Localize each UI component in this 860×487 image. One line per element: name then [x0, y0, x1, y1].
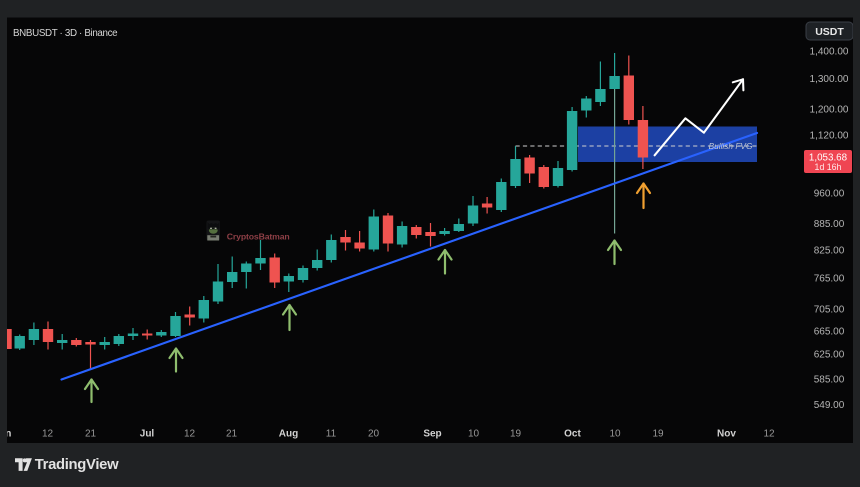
svg-text:625.00: 625.00 — [814, 350, 845, 361]
svg-text:Bullish FVG: Bullish FVG — [709, 141, 753, 151]
svg-text:1,200.00: 1,200.00 — [810, 104, 849, 115]
svg-text:TradingView: TradingView — [35, 457, 119, 473]
svg-text:Jul: Jul — [140, 429, 155, 440]
svg-text:1,053.68: 1,053.68 — [809, 153, 848, 164]
svg-text:10: 10 — [468, 429, 480, 440]
svg-text:549.00: 549.00 — [814, 400, 845, 411]
svg-text:765.00: 765.00 — [814, 274, 845, 285]
svg-text:20: 20 — [368, 429, 380, 440]
svg-text:1,120.00: 1,120.00 — [810, 130, 849, 141]
svg-text:Nov: Nov — [717, 429, 736, 440]
svg-text:705.00: 705.00 — [814, 304, 845, 315]
svg-text:Oct: Oct — [564, 429, 581, 440]
svg-text:BNBUSDT · 3D · Binance: BNBUSDT · 3D · Binance — [13, 28, 118, 39]
svg-text:19: 19 — [510, 429, 522, 440]
svg-text:665.00: 665.00 — [814, 326, 845, 337]
svg-text:11: 11 — [326, 429, 337, 440]
svg-text:CryptosBatman: CryptosBatman — [227, 231, 290, 241]
svg-text:1d 16h: 1d 16h — [815, 162, 842, 172]
svg-text:1,400.00: 1,400.00 — [810, 46, 849, 57]
svg-text:12: 12 — [42, 429, 54, 440]
svg-text:885.00: 885.00 — [814, 219, 845, 230]
svg-text:Sep: Sep — [423, 429, 441, 440]
svg-text:Aug: Aug — [279, 429, 298, 440]
svg-text:Jun: Jun — [0, 429, 11, 440]
svg-text:10: 10 — [609, 429, 621, 440]
svg-text:12: 12 — [763, 429, 775, 440]
svg-text:21: 21 — [85, 429, 97, 440]
svg-text:825.00: 825.00 — [814, 245, 845, 256]
svg-text:12: 12 — [184, 429, 196, 440]
svg-text:21: 21 — [226, 429, 238, 440]
svg-text:USDT: USDT — [815, 26, 844, 38]
svg-text:1,300.00: 1,300.00 — [810, 74, 849, 85]
svg-text:19: 19 — [652, 429, 664, 440]
svg-text:960.00: 960.00 — [814, 188, 845, 199]
svg-text:585.00: 585.00 — [814, 375, 845, 386]
